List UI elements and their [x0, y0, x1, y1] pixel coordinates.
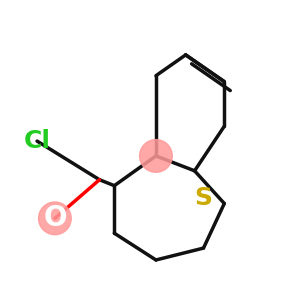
Circle shape [38, 202, 71, 235]
Text: Cl: Cl [24, 129, 51, 153]
Circle shape [140, 140, 172, 172]
Text: O: O [43, 204, 67, 232]
Text: S: S [194, 186, 212, 210]
